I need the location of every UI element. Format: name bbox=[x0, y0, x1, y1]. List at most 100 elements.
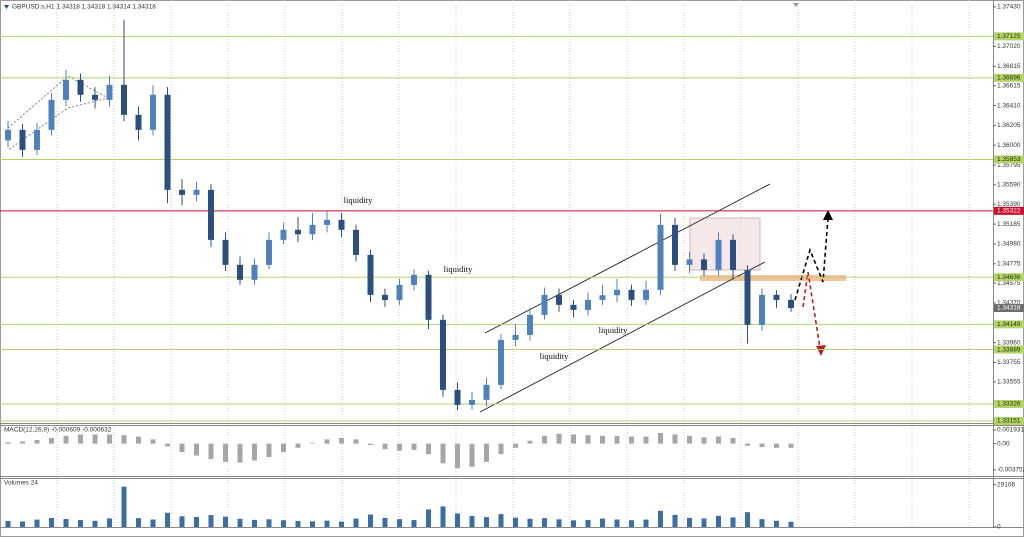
bar bbox=[34, 440, 40, 444]
bar bbox=[397, 443, 402, 451]
bar bbox=[49, 518, 54, 527]
candle-body bbox=[628, 289, 635, 300]
bar bbox=[92, 434, 98, 444]
bar bbox=[440, 443, 446, 464]
bar bbox=[585, 435, 591, 444]
candle-body bbox=[759, 294, 765, 325]
candle-body bbox=[541, 294, 548, 315]
y-tick-label: 1.35185 bbox=[997, 221, 1021, 228]
bar bbox=[788, 443, 794, 448]
bar bbox=[672, 514, 678, 527]
bar bbox=[730, 517, 736, 527]
bar bbox=[455, 513, 460, 527]
bar bbox=[339, 521, 344, 527]
bar bbox=[150, 439, 156, 444]
candle-body bbox=[744, 269, 751, 325]
y-tick-label: 1.34575 bbox=[997, 280, 1021, 287]
bar bbox=[542, 435, 547, 444]
candle-body bbox=[440, 319, 446, 390]
bar bbox=[571, 434, 576, 444]
y-tick-label: 29106 bbox=[997, 482, 1015, 489]
bar bbox=[150, 519, 156, 527]
y-tick-label: 1.37020 bbox=[997, 43, 1021, 50]
level-label: 1.34149 bbox=[997, 321, 1021, 328]
arrow-head bbox=[823, 210, 833, 220]
bar bbox=[658, 510, 663, 527]
candle-body bbox=[498, 339, 504, 385]
bar bbox=[527, 518, 533, 527]
bar bbox=[281, 520, 286, 527]
y-tick-label: 1.36615 bbox=[997, 82, 1021, 89]
channel-lower bbox=[479, 261, 766, 413]
y-tick-label: 0.00 bbox=[997, 440, 1010, 447]
bar bbox=[774, 520, 779, 527]
y-tick-label: 1.36410 bbox=[997, 102, 1021, 109]
bar bbox=[63, 519, 69, 527]
candle-body bbox=[251, 264, 258, 280]
y-tick-label: 1.34775 bbox=[997, 261, 1021, 268]
y-tick-label: 1.36000 bbox=[997, 142, 1021, 149]
bar bbox=[774, 443, 779, 448]
bar bbox=[121, 486, 127, 527]
candle-body bbox=[295, 229, 301, 235]
candle-body bbox=[237, 264, 243, 280]
candle-body bbox=[92, 94, 98, 100]
candle-body bbox=[715, 239, 722, 270]
bar bbox=[281, 443, 286, 453]
bar bbox=[426, 443, 431, 455]
bear-scenario-arrow bbox=[802, 271, 821, 349]
bar bbox=[165, 443, 170, 447]
bar bbox=[107, 434, 112, 444]
bar bbox=[556, 519, 562, 527]
last-price-label: 1.34318 bbox=[997, 305, 1021, 312]
bar bbox=[730, 437, 736, 444]
bar bbox=[556, 433, 562, 444]
bar bbox=[614, 519, 620, 527]
annotation: liquidity bbox=[344, 195, 374, 205]
candle-body bbox=[614, 289, 620, 296]
bar bbox=[121, 435, 127, 444]
bar bbox=[194, 443, 199, 456]
grid bbox=[56, 0, 970, 527]
candle-body bbox=[773, 294, 780, 300]
candle-body bbox=[643, 289, 649, 300]
bar bbox=[194, 516, 199, 527]
bar bbox=[63, 435, 69, 444]
bar bbox=[484, 443, 489, 462]
bar bbox=[513, 443, 518, 448]
y-tick-label: 1.34980 bbox=[997, 241, 1021, 248]
bar bbox=[397, 519, 402, 527]
candle-body bbox=[222, 239, 229, 265]
candle-body bbox=[164, 94, 171, 190]
bar bbox=[34, 519, 40, 527]
candle-body bbox=[599, 295, 606, 300]
candle-body bbox=[396, 284, 403, 301]
bar bbox=[78, 434, 83, 444]
candle-body bbox=[570, 304, 577, 310]
candle-body bbox=[483, 384, 490, 400]
candle-body bbox=[527, 314, 533, 335]
bar bbox=[136, 436, 141, 444]
bar bbox=[295, 443, 301, 448]
level-label-bg bbox=[994, 416, 1024, 425]
candle-body bbox=[179, 189, 185, 195]
bar bbox=[266, 519, 272, 527]
y-tick-label: 1.34370 bbox=[997, 300, 1021, 307]
bar bbox=[310, 521, 315, 527]
candle-body bbox=[672, 224, 678, 265]
bar bbox=[353, 518, 359, 527]
candle-body bbox=[367, 254, 374, 295]
candle-body bbox=[208, 189, 214, 240]
bar bbox=[658, 433, 663, 444]
bar bbox=[614, 435, 620, 444]
orange-zone bbox=[700, 275, 846, 281]
candle-body bbox=[48, 99, 55, 130]
bar bbox=[382, 517, 388, 527]
bar bbox=[266, 443, 272, 457]
level-label: 1.33151 bbox=[997, 418, 1021, 425]
bar bbox=[484, 517, 489, 527]
candle-body bbox=[280, 229, 287, 240]
candle-body bbox=[63, 79, 69, 100]
bar bbox=[5, 442, 11, 444]
